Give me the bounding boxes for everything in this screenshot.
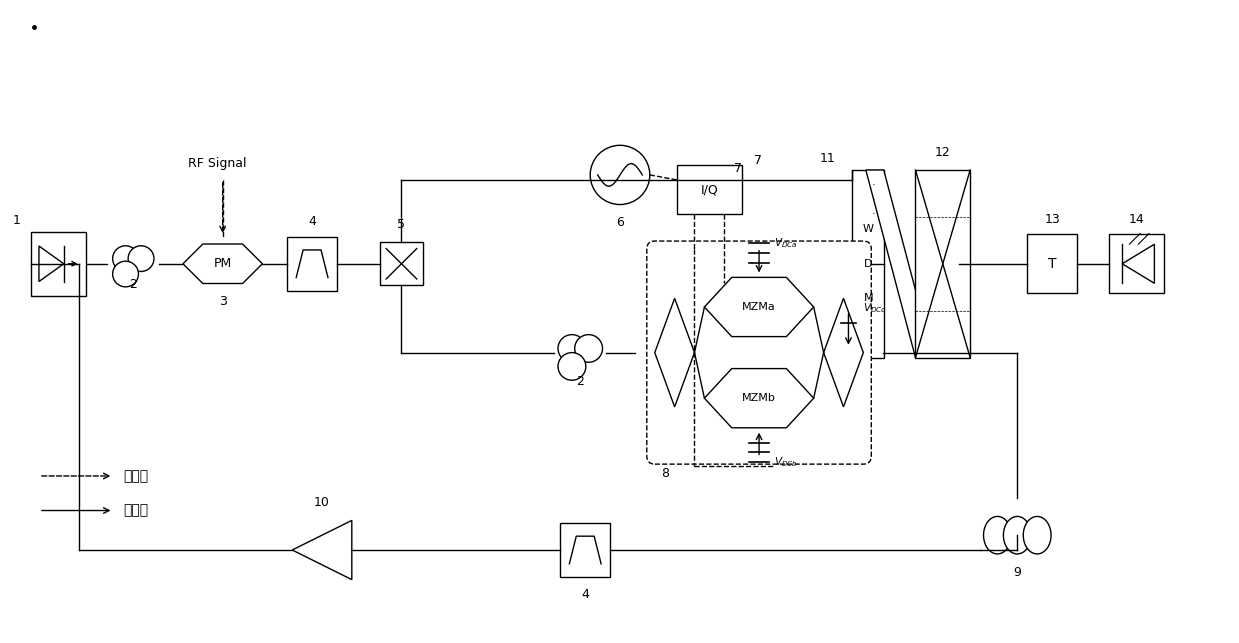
Polygon shape [38,246,63,282]
Polygon shape [654,298,695,407]
FancyBboxPatch shape [287,237,337,291]
Text: $V_{DCa}$: $V_{DCa}$ [774,236,798,249]
Text: 8: 8 [660,467,669,480]
Circle shape [558,334,586,362]
Text: T: T [1048,257,1057,271]
Ellipse shape [1023,516,1051,554]
Text: 10: 10 [313,496,330,509]
FancyBboxPatch shape [379,242,424,285]
Polygon shape [866,170,933,358]
Text: 3: 3 [219,294,227,308]
Text: ·: · [871,195,875,204]
FancyBboxPatch shape [676,165,742,214]
Text: 6: 6 [616,216,624,229]
Polygon shape [824,298,864,407]
FancyBboxPatch shape [560,523,610,577]
FancyBboxPatch shape [916,170,970,358]
Text: 13: 13 [1044,213,1059,226]
Text: 4: 4 [309,215,316,228]
Text: M: M [864,293,873,303]
Polygon shape [705,277,814,336]
Text: 4: 4 [581,588,590,601]
Text: 电信号: 电信号 [124,469,149,483]
Circle shape [590,145,649,204]
Text: $V_{DCb}$: $V_{DCb}$ [774,455,798,469]
FancyBboxPatch shape [647,241,871,464]
Text: 14: 14 [1129,213,1145,226]
Text: MZMb: MZMb [742,393,776,403]
Text: MZMa: MZMa [742,302,776,312]
Text: 5: 5 [398,218,405,231]
Text: $V_{DCc}$: $V_{DCc}$ [864,302,887,315]
Circle shape [113,246,139,271]
Text: 光信号: 光信号 [124,503,149,518]
Text: 2: 2 [129,278,138,291]
Text: 7: 7 [753,154,762,167]
Text: 2: 2 [576,375,585,388]
Text: RF Signal: RF Signal [188,157,247,170]
Circle shape [113,261,139,287]
Text: ·: · [871,210,875,219]
Text: 12: 12 [935,146,950,159]
Text: 1: 1 [12,213,21,227]
FancyBboxPatch shape [1109,234,1163,293]
Text: D: D [864,258,872,269]
FancyBboxPatch shape [31,231,87,296]
Circle shape [558,352,586,380]
Text: I/Q: I/Q [700,183,719,196]
Polygon shape [1123,244,1155,284]
FancyBboxPatch shape [852,170,885,358]
Polygon shape [183,244,263,284]
Text: PM: PM [213,257,232,270]
Text: 9: 9 [1014,566,1021,579]
Circle shape [128,246,154,271]
Circle shape [575,334,602,362]
Text: W: W [862,224,873,234]
FancyBboxPatch shape [1027,234,1077,293]
Polygon shape [705,368,814,428]
Polygon shape [292,520,352,579]
Text: 11: 11 [820,152,835,165]
Text: 7: 7 [735,162,742,175]
Text: ·: · [871,180,875,190]
Ellipse shape [984,516,1011,554]
Ellipse shape [1004,516,1031,554]
